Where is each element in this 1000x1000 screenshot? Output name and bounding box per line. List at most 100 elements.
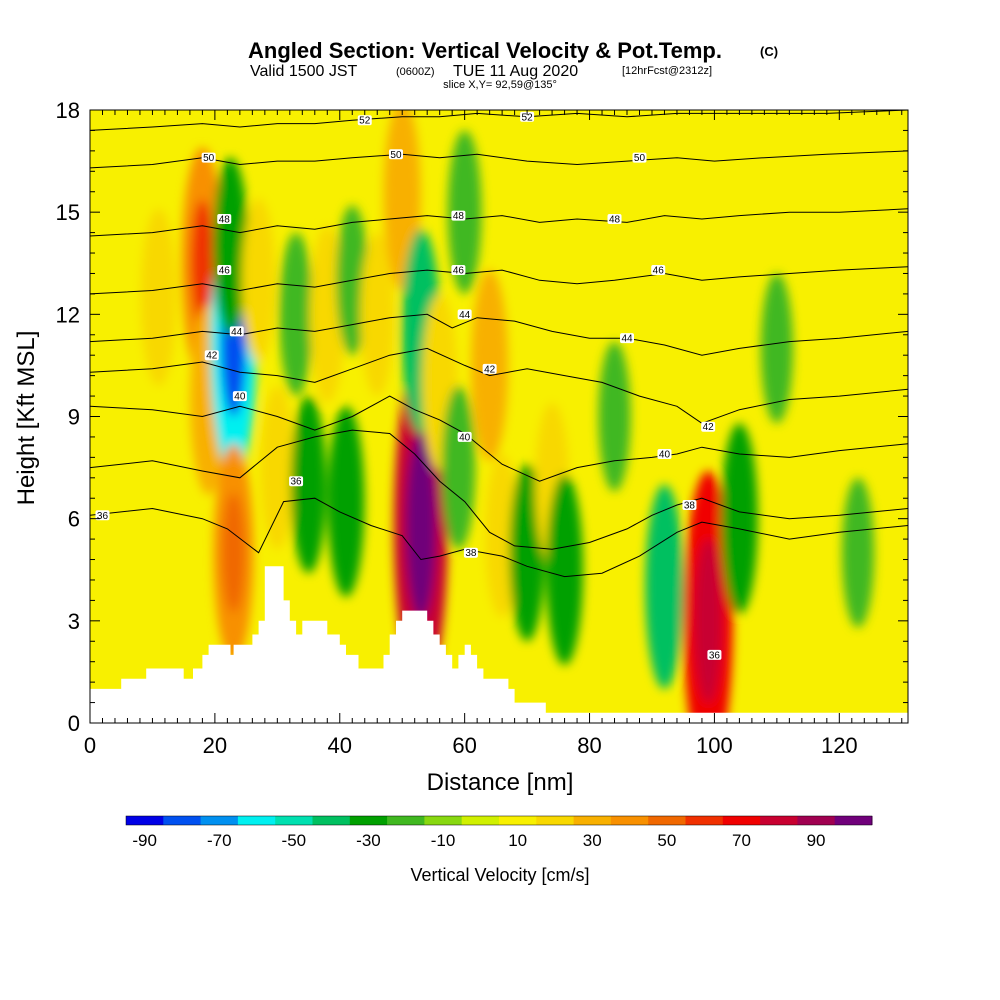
velocity-cell [546,474,583,666]
contour-label: 50 [201,152,216,164]
contour-label-bg [204,350,219,361]
contour-label: 48 [451,210,466,222]
colorbar-tick-label: -50 [282,831,307,850]
x-tick-label: 100 [696,733,733,758]
colorbar: -90 -70 -50 -30 -10 10 30 50 70 90 [125,815,873,850]
contour-label-text: 38 [684,501,696,512]
colorbar-tick-label: 70 [732,831,751,850]
theta-contour [90,497,908,578]
contour-label: 38 [682,500,697,512]
contour-label-bg [682,500,697,511]
contour-label: 52 [520,111,535,123]
y-tick-label: 0 [68,711,80,736]
contour-label: 40 [657,448,672,460]
potential-temperature-contours [90,110,908,578]
colorbar-tick-label: -70 [207,831,232,850]
colorbar-swatch [237,816,276,825]
contour-label: 36 [289,476,304,488]
velocity-cell [260,385,295,550]
contour-label-bg [651,265,666,276]
colorbar-swatch [536,816,575,825]
contour-label: 44 [229,326,244,338]
contour-label: 50 [388,149,403,161]
velocity-cell [810,239,843,390]
velocity-cell [141,208,177,386]
contour-label-text: 46 [453,266,465,277]
colorbar-swatch [387,816,425,825]
contour-label-bg [620,333,635,344]
contour-label: 36 [95,510,110,522]
contour-label: 42 [482,363,497,375]
contour-label-text: 40 [234,392,246,403]
colorbar-tick-label: 90 [807,831,826,850]
x-tick-label: 20 [203,733,227,758]
contour-label-bg [217,213,232,224]
contour-label: 40 [457,431,472,443]
contour-label-text: 52 [359,116,371,127]
contour-label: 44 [457,309,472,321]
x-tick-label: 0 [84,733,96,758]
contour-label-bg [229,326,244,337]
velocity-cell [327,406,365,597]
contour-label: 46 [217,265,232,277]
velocity-cell [441,385,476,550]
velocity-core [222,492,245,613]
contour-label-text: 48 [453,211,465,222]
contour-label-text: 42 [703,422,715,433]
velocity-cell [841,477,875,628]
contour-label-bg [657,448,672,459]
contour-label-bg [232,391,247,402]
velocity-cell [309,225,345,403]
contour-label-text: 44 [621,334,633,345]
y-tick-label: 12 [56,302,80,327]
x-axis-label: Distance [nm] [427,769,574,796]
colorbar-swatch [610,816,649,825]
colorbar-swatch [312,816,351,825]
theta-contour [90,208,908,237]
velocity-cell [598,341,631,492]
colorbar-title: Vertical Velocity [cm/s] [410,865,589,885]
theta-contour [90,110,908,131]
contour-label-text: 36 [97,511,109,522]
contour-label-text: 48 [609,214,621,225]
theta-contour [90,347,908,424]
velocity-cell [645,484,684,689]
velocity-field [141,110,875,723]
contour-label-bg [201,152,216,163]
theta-contour [90,266,908,295]
contour-label-text: 52 [522,112,534,123]
plot-area: 36 36 38 38 36 40 40 40 42 42 42 44 44 44 46 46 46 48 48 48… [90,110,908,723]
contour-label: 42 [204,350,219,362]
contour-label-text: 36 [290,477,302,488]
velocity-cell [760,273,793,424]
colorbar-swatch [275,816,313,825]
contour-label-text: 44 [231,327,243,338]
contour-label-bg [95,510,110,521]
contour-label: 38 [463,547,478,559]
y-tick-label: 3 [68,609,80,634]
y-axis-label: Height [Kft MSL] [13,331,40,506]
colorbar-swatch [126,816,164,825]
contour-label-text: 50 [203,153,215,164]
contour-label: 46 [651,265,666,277]
colorbar-swatch [834,816,873,825]
colorbar-tick-label: -90 [132,831,157,850]
colorbar-swatch [797,816,836,825]
colorbar-swatch [685,816,724,825]
contour-label-text: 48 [219,214,231,225]
contour-label: 44 [620,333,635,345]
x-tick-label: 120 [821,733,858,758]
contour-label-bg [451,210,466,221]
contour-label-bg [632,152,647,163]
colorbar-swatch [349,816,388,825]
contour-label-bg [457,431,472,442]
y-tick-label: 15 [56,200,80,225]
terrain-profile [90,566,908,723]
colorbar-swatch [648,816,686,825]
contour-label-text: 50 [634,153,646,164]
y-tick-label: 18 [56,98,80,123]
contour-label-text: 46 [219,266,231,277]
velocity-core [694,538,722,704]
